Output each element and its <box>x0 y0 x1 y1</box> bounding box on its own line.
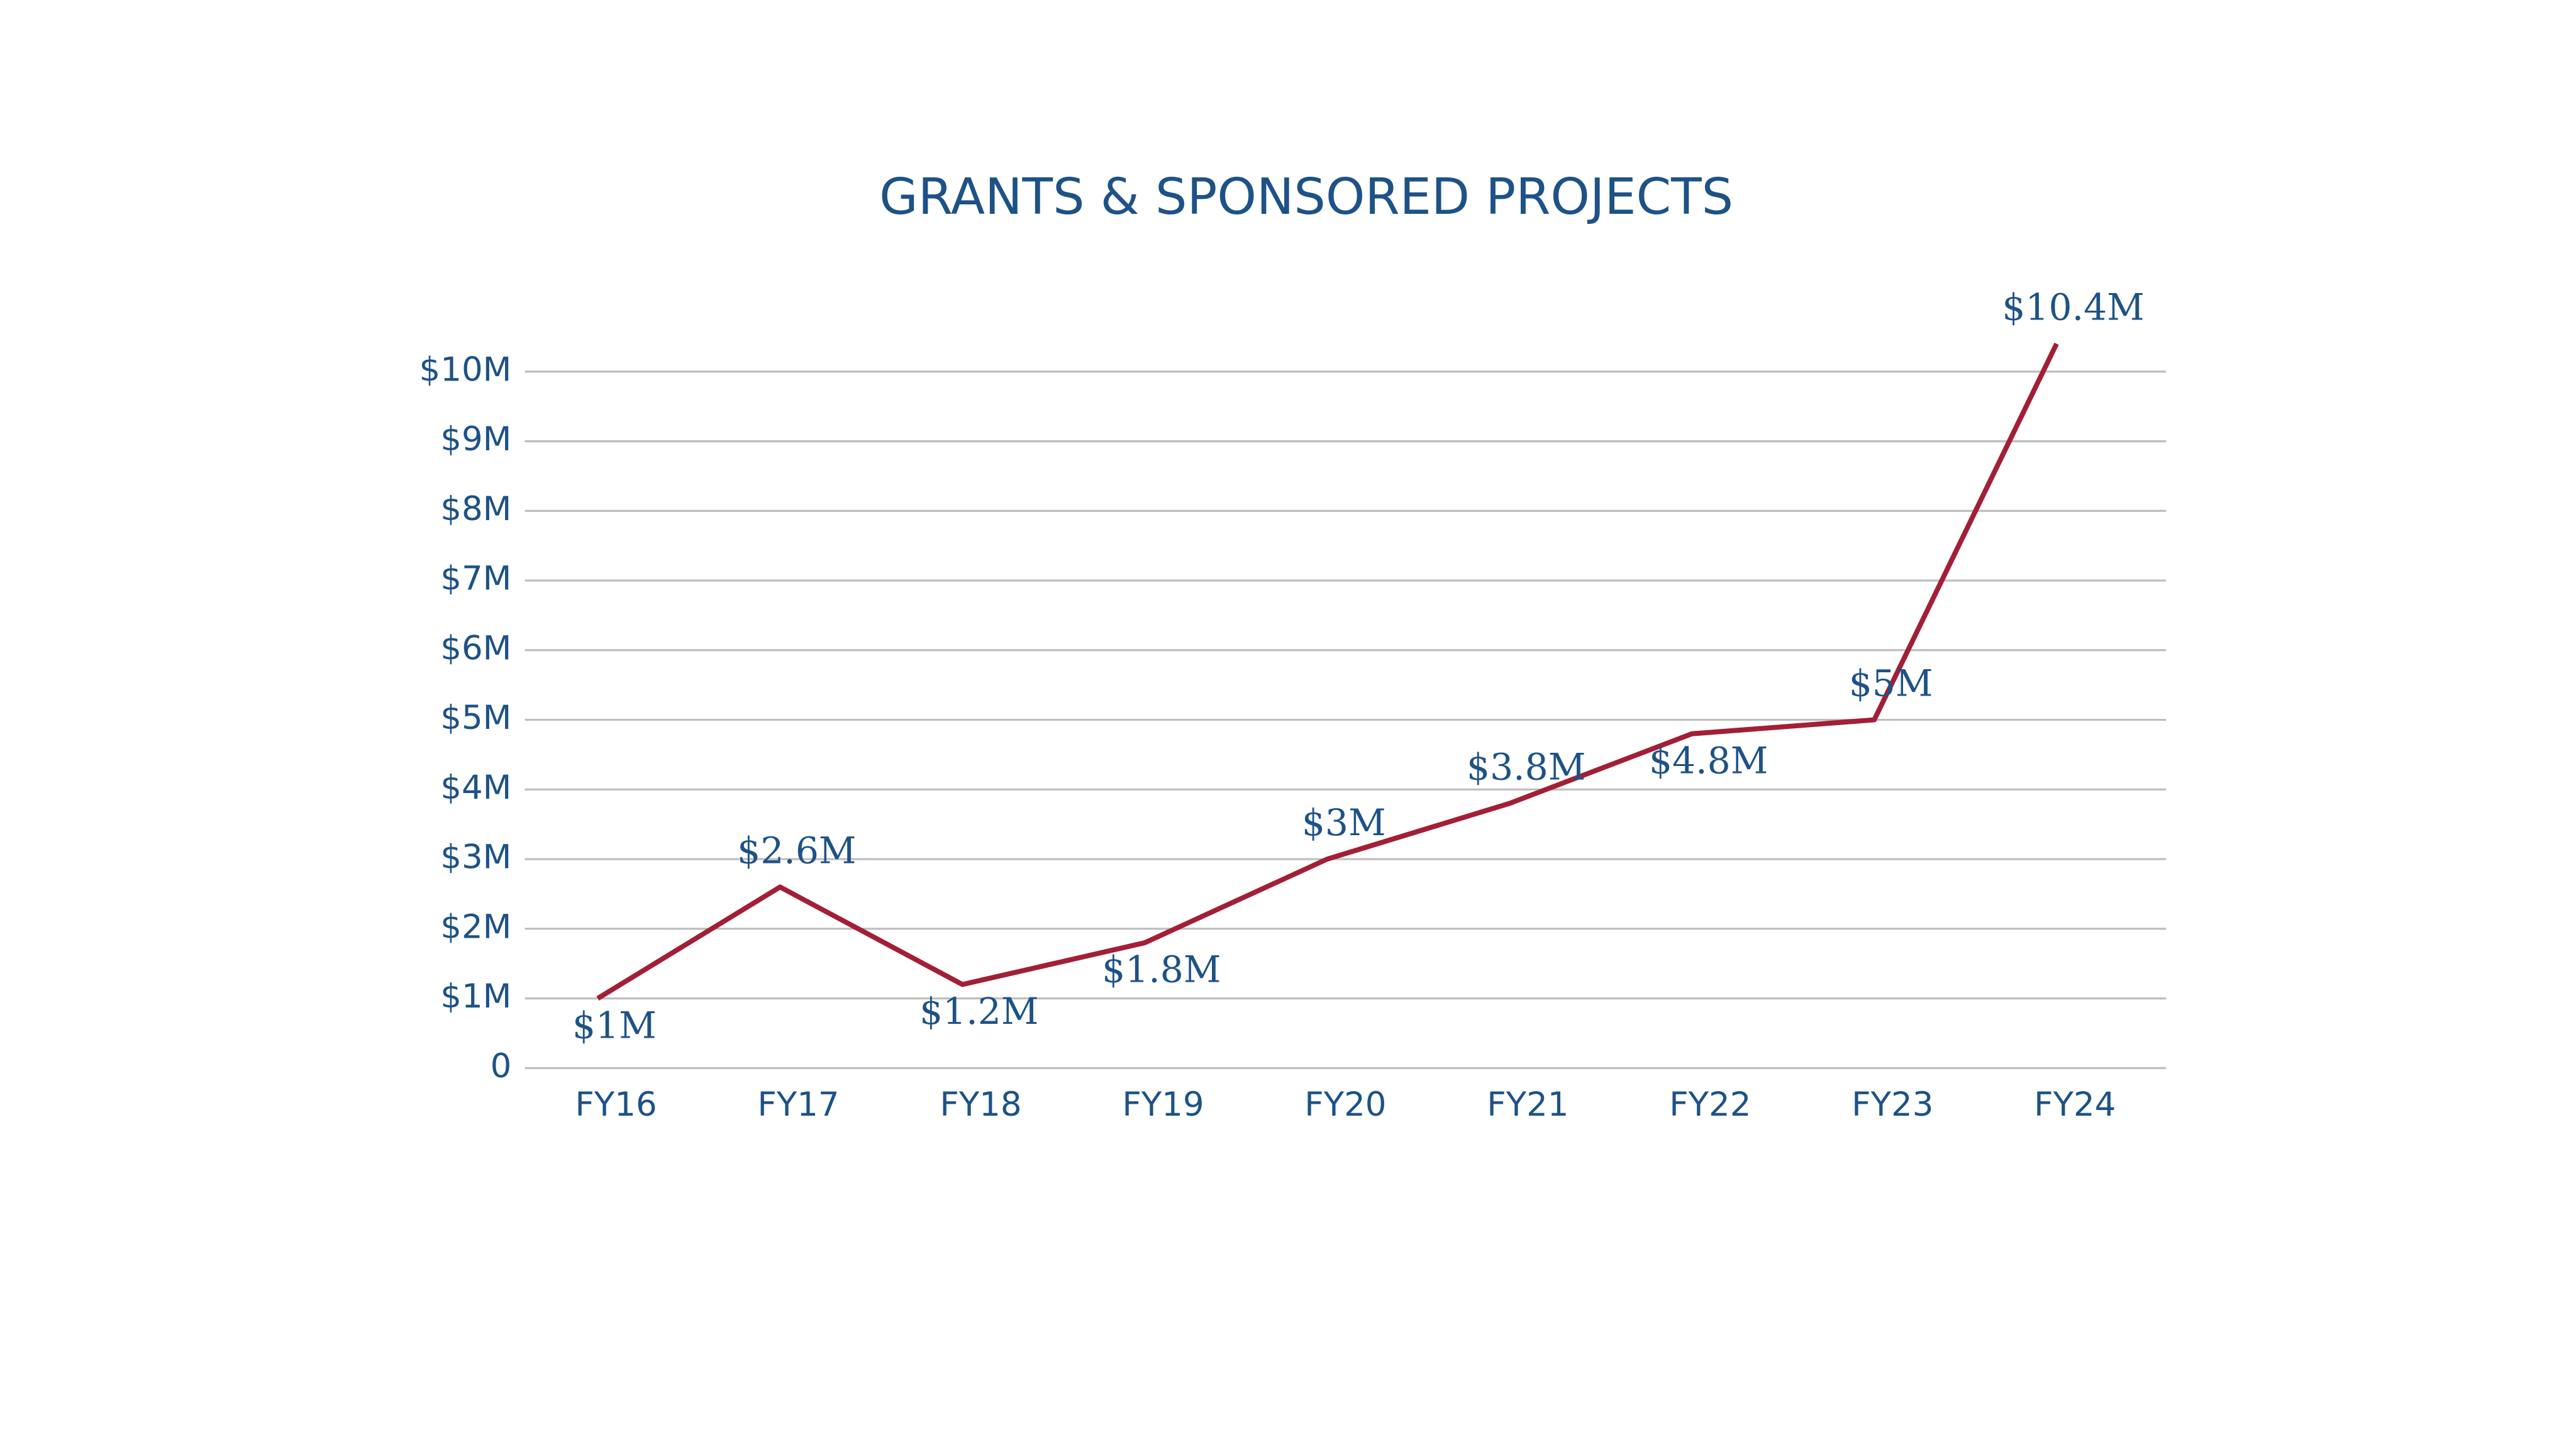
data-label: $1.2M <box>919 990 1038 1033</box>
data-label: $1.8M <box>1102 948 1221 991</box>
y-tick-label: $10M <box>419 350 512 389</box>
data-label: $2.6M <box>737 829 856 872</box>
data-label: $3.8M <box>1467 746 1585 789</box>
x-tick-label: FY22 <box>1669 1085 1751 1124</box>
x-tick-label: FY17 <box>757 1085 839 1124</box>
y-tick-label: $6M <box>440 629 511 667</box>
y-tick-label: $3M <box>440 838 511 877</box>
y-tick-label: $2M <box>440 908 511 946</box>
x-tick-label: FY21 <box>1487 1085 1568 1124</box>
x-tick-label: FY23 <box>1852 1085 1933 1124</box>
data-label: $10.4M <box>2002 286 2144 329</box>
data-line <box>596 342 2059 1001</box>
data-label: $4.8M <box>1649 739 1768 782</box>
x-tick-label: FY19 <box>1122 1085 1204 1124</box>
y-tick-label: $1M <box>440 977 511 1016</box>
y-tick-label: $8M <box>440 490 511 528</box>
y-tick-label: $9M <box>440 420 511 458</box>
y-tick-label: $4M <box>440 769 511 807</box>
y-tick-label: $5M <box>440 699 511 737</box>
data-label: $3M <box>1302 801 1386 844</box>
x-tick-label: FY24 <box>2034 1085 2116 1124</box>
y-tick-label: 0 <box>491 1047 512 1085</box>
x-tick-label: FY20 <box>1304 1085 1386 1124</box>
x-tick-label: FY16 <box>575 1085 657 1124</box>
chart-title: GRANTS & SPONSORED PROJECTS <box>879 167 1733 226</box>
data-label: $1M <box>572 1004 657 1046</box>
y-tick-label: $7M <box>440 560 511 598</box>
x-tick-label: FY18 <box>940 1085 1021 1124</box>
data-label: $5M <box>1849 662 1933 705</box>
